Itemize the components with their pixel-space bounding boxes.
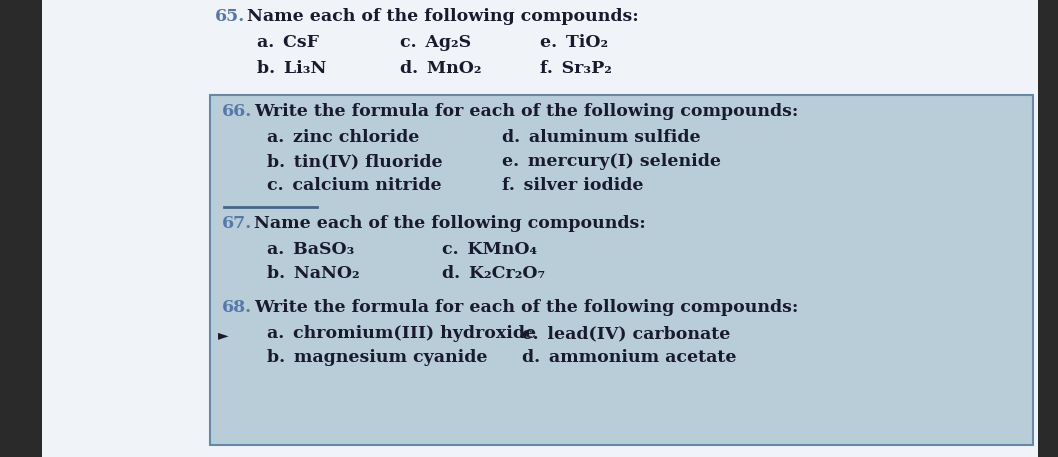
Text: e. mercury(I) selenide: e. mercury(I) selenide: [501, 153, 720, 170]
Text: d. aluminum sulfide: d. aluminum sulfide: [501, 129, 700, 146]
Text: f. silver iodide: f. silver iodide: [501, 177, 643, 194]
Text: c. KMnO₄: c. KMnO₄: [442, 241, 537, 258]
Text: b. Li₃N: b. Li₃N: [257, 60, 326, 77]
Text: e. TiO₂: e. TiO₂: [540, 34, 608, 51]
Text: 65.: 65.: [215, 8, 245, 25]
Text: Write the formula for each of the following compounds:: Write the formula for each of the follow…: [254, 299, 799, 316]
Text: b. tin(IV) fluoride: b. tin(IV) fluoride: [267, 153, 442, 170]
Text: a. zinc chloride: a. zinc chloride: [267, 129, 419, 146]
Text: a. CsF: a. CsF: [257, 34, 320, 51]
Text: a. chromium(III) hydroxide: a. chromium(III) hydroxide: [267, 325, 536, 342]
Bar: [0, 0, 42, 457]
Text: ►: ►: [218, 328, 229, 342]
FancyBboxPatch shape: [209, 95, 1033, 445]
Text: a. BaSO₃: a. BaSO₃: [267, 241, 354, 258]
Text: c. calcium nitride: c. calcium nitride: [267, 177, 441, 194]
Text: b. NaNO₂: b. NaNO₂: [267, 265, 360, 282]
Text: d. K₂Cr₂O₇: d. K₂Cr₂O₇: [442, 265, 545, 282]
Text: Name each of the following compounds:: Name each of the following compounds:: [247, 8, 639, 25]
Text: Write the formula for each of the following compounds:: Write the formula for each of the follow…: [254, 103, 799, 120]
Text: d. MnO₂: d. MnO₂: [400, 60, 481, 77]
Text: f. Sr₃P₂: f. Sr₃P₂: [540, 60, 612, 77]
Text: Name each of the following compounds:: Name each of the following compounds:: [254, 215, 645, 232]
Text: d. ammonium acetate: d. ammonium acetate: [522, 349, 736, 366]
Text: c. Ag₂S: c. Ag₂S: [400, 34, 471, 51]
Text: b. magnesium cyanide: b. magnesium cyanide: [267, 349, 488, 366]
Text: 66.: 66.: [222, 103, 252, 120]
Text: 67.: 67.: [222, 215, 252, 232]
Bar: [1038, 0, 1058, 457]
Text: 68.: 68.: [222, 299, 252, 316]
Text: c. lead(IV) carbonate: c. lead(IV) carbonate: [522, 325, 730, 342]
